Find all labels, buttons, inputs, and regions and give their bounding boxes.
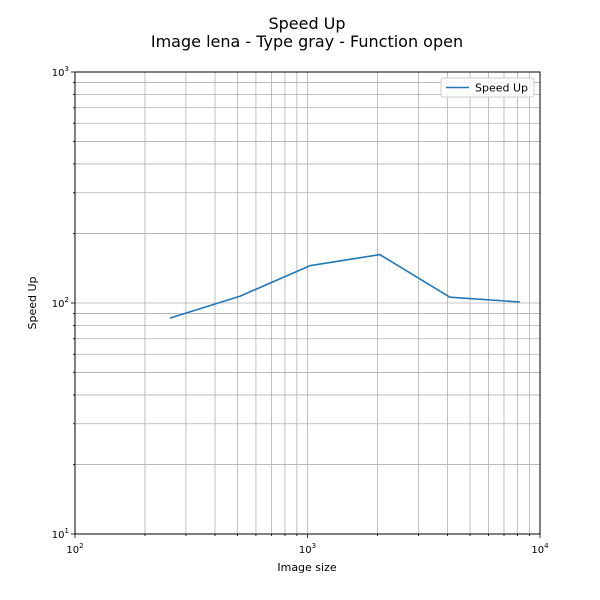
grid-lines	[75, 72, 540, 534]
x-tick-label: 102	[66, 542, 83, 556]
y-tick-label: 103	[52, 65, 69, 79]
legend: Speed Up	[440, 77, 535, 98]
x-tick-label: 103	[299, 542, 316, 556]
series-line	[169, 253, 520, 319]
y-axis-label: Speed Up	[26, 276, 39, 329]
x-axis-label: Image size	[277, 561, 337, 574]
legend-box	[440, 77, 535, 98]
series-group	[169, 253, 520, 319]
chart-title: Speed Up	[268, 14, 345, 33]
y-tick-label: 101	[52, 527, 69, 541]
y-tick-label: 102	[52, 296, 69, 310]
tick-marks	[71, 71, 541, 538]
x-tick-label: 104	[531, 542, 549, 556]
legend-label: Speed Up	[475, 82, 528, 95]
chart-subtitle: Image lena - Type gray - Function open	[151, 32, 463, 51]
